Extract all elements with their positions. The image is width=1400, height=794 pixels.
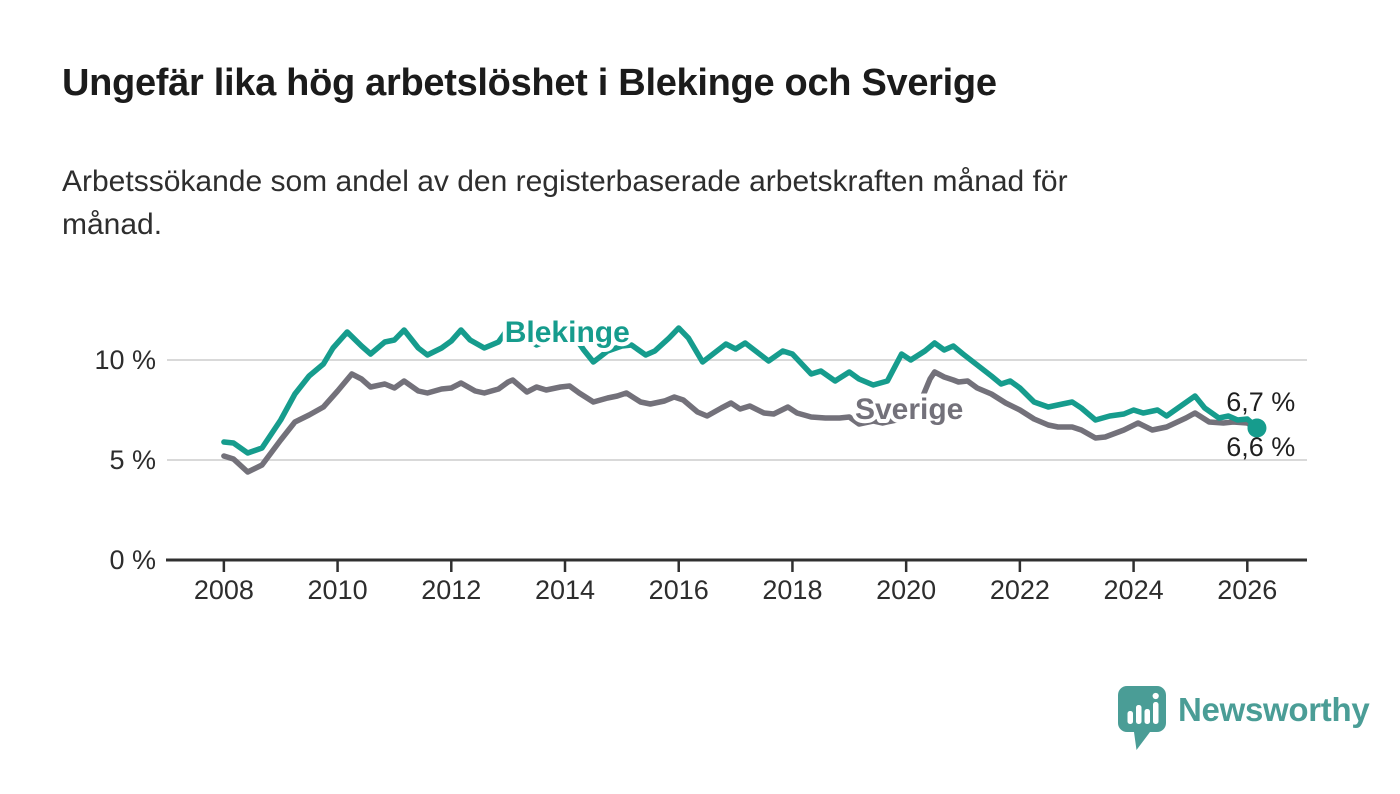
x-tick-label-2022: 2022 bbox=[990, 575, 1050, 605]
x-tick-label-2018: 2018 bbox=[762, 575, 822, 605]
newsworthy-logo-text: Newsworthy bbox=[1178, 691, 1370, 728]
last-point-dot-blekinge bbox=[1247, 418, 1267, 438]
y-tick-label-0-percent: 0 % bbox=[109, 545, 156, 575]
series-label-blekinge: Blekinge bbox=[505, 316, 630, 349]
x-tick-label-2020: 2020 bbox=[876, 575, 936, 605]
x-tick-label-2014: 2014 bbox=[535, 575, 595, 605]
x-tick-label-2008: 2008 bbox=[194, 575, 254, 605]
x-tick-label-2010: 2010 bbox=[308, 575, 368, 605]
chart-subtitle: Arbetssökande som andel av den registerb… bbox=[62, 160, 1068, 246]
chart-subtitle-line2: månad. bbox=[62, 208, 163, 241]
end-value-label-blekinge: 6,6 % bbox=[1226, 432, 1295, 462]
x-tick-label-2012: 2012 bbox=[421, 575, 481, 605]
y-tick-label-5-percent: 5 % bbox=[109, 445, 156, 475]
series-label-sverige: Sverige bbox=[855, 393, 963, 426]
series-line-sverige bbox=[221, 369, 1255, 475]
y-tick-label-10-percent: 10 % bbox=[94, 345, 156, 375]
x-tick-label-2026: 2026 bbox=[1217, 575, 1277, 605]
chart-title: Ungefär lika hög arbetslöshet i Blekinge… bbox=[62, 62, 997, 104]
series-line-blekinge bbox=[221, 319, 1260, 456]
end-value-label-sverige: 6,7 % bbox=[1226, 387, 1295, 417]
newsworthy-logo: Newsworthy bbox=[1118, 686, 1370, 750]
newsworthy-logo-icon bbox=[1118, 686, 1166, 750]
unemployment-line-chart: 2008 2010 2012 2014 2016 2018 2020 2022 2024 2026… bbox=[94, 312, 1307, 605]
x-tick-label-2024: 2024 bbox=[1104, 575, 1164, 605]
x-tick-label-2016: 2016 bbox=[649, 575, 709, 605]
chart-subtitle-line1: Arbetssökande som andel av den registerb… bbox=[62, 165, 1068, 198]
